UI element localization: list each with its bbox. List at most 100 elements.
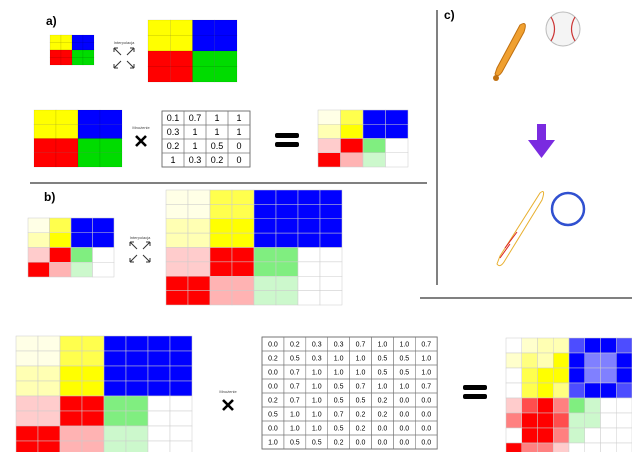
grid-cell (600, 442, 617, 452)
grid-cell (616, 442, 632, 452)
grid-cell (568, 382, 585, 399)
grid-cell (275, 290, 299, 306)
table-value: 0.5 (268, 412, 278, 419)
grid-cell (187, 189, 211, 205)
grid-cell (147, 380, 171, 397)
grid-cell (15, 440, 39, 452)
grid-cell (169, 395, 193, 412)
table-value: 0.0 (378, 426, 388, 433)
grid-cell (187, 218, 211, 234)
table-value: 0.7 (290, 370, 300, 377)
grid-cell (253, 247, 277, 263)
grid-cell (37, 335, 61, 352)
ball-image (545, 11, 581, 47)
grid-cell (553, 412, 570, 429)
grid-cell (147, 19, 171, 36)
grid-cell (55, 152, 79, 168)
grid-cell (209, 204, 233, 219)
table-value: 1 (236, 113, 241, 123)
grid-cell (521, 442, 538, 452)
grid-cell (125, 425, 149, 442)
multiply-sign (134, 134, 148, 148)
grid-cell (81, 410, 105, 427)
interpolation-label: Interpolacja (114, 40, 135, 45)
table-value: 0.2 (268, 356, 278, 363)
grid-cell (27, 247, 50, 263)
grid-cell (49, 34, 62, 43)
grid-cell (275, 247, 299, 263)
grid-cell (92, 247, 115, 263)
grid-cell (192, 35, 215, 52)
ball-outline (550, 191, 586, 227)
grid-cell (319, 247, 343, 263)
grid-cell (553, 427, 570, 444)
grid-cell (317, 124, 341, 139)
grid-cell (537, 442, 554, 452)
table-value: 1.0 (268, 440, 278, 447)
grid-cell (187, 204, 211, 219)
grid-cell (27, 217, 50, 233)
table-value: 0.0 (421, 398, 431, 405)
grid-cell (187, 290, 211, 306)
grid-cell (170, 50, 193, 67)
grid-cell (568, 427, 585, 444)
table-value: 0.7 (356, 342, 366, 349)
grid-cell (49, 42, 62, 51)
table-value: 0.7 (356, 384, 366, 391)
grid-cell (33, 138, 57, 153)
grid-cell (103, 440, 127, 452)
grid-cell (584, 412, 601, 429)
grid-cell (297, 218, 321, 234)
grid-cell (169, 380, 193, 397)
grid-cell (169, 425, 193, 442)
grid-cell (33, 124, 57, 139)
table-value: 0.3 (167, 127, 180, 137)
grid-cell (125, 395, 149, 412)
grid-cell (70, 217, 93, 233)
table-value: 1.0 (421, 370, 431, 377)
grid-cell (59, 365, 83, 382)
grid-cell (297, 189, 321, 205)
table-value: 1.0 (356, 356, 366, 363)
grid-cell (55, 124, 79, 139)
bat-outline (496, 191, 545, 267)
grid-cell (362, 109, 386, 125)
table-value: 0.5 (334, 398, 344, 405)
interpolation-label: Interpolacja (130, 235, 151, 240)
table-value: 0.0 (356, 440, 366, 447)
table-value: 1.0 (290, 426, 300, 433)
table-value: 0.5 (399, 356, 409, 363)
table-value: 0.2 (334, 440, 344, 447)
grid-cell (82, 49, 95, 58)
table-value: 0.1 (167, 113, 180, 123)
grid-cell (553, 367, 570, 384)
grid-cell (209, 232, 233, 248)
table-value: 1.0 (312, 426, 322, 433)
table-value: 0.2 (378, 398, 388, 405)
grid-cell (521, 397, 538, 414)
grid-cell (33, 109, 57, 125)
grid-cell (77, 124, 101, 139)
grid-cell (192, 50, 215, 67)
table-value: 1.0 (312, 384, 322, 391)
grid-cell (505, 397, 522, 414)
table-value: 0.2 (211, 155, 224, 165)
grid-cell (15, 350, 39, 367)
grid-cell (187, 247, 211, 263)
table-value: 0.7 (421, 384, 431, 391)
grid-cell (169, 335, 193, 352)
equals-sign (275, 133, 299, 147)
grid-cell (297, 204, 321, 219)
grid-cell (125, 335, 149, 352)
grid-cell (49, 57, 62, 66)
table-value: 1.0 (312, 398, 322, 405)
grid-cell (209, 189, 233, 205)
table-value: 1.0 (399, 384, 409, 391)
table-value: 1 (214, 127, 219, 137)
grid-cell (584, 352, 601, 369)
table-value: 0.5 (211, 141, 224, 151)
table-value: 1.0 (421, 356, 431, 363)
table-value: 0.3 (189, 155, 202, 165)
grid-cell (317, 152, 341, 168)
